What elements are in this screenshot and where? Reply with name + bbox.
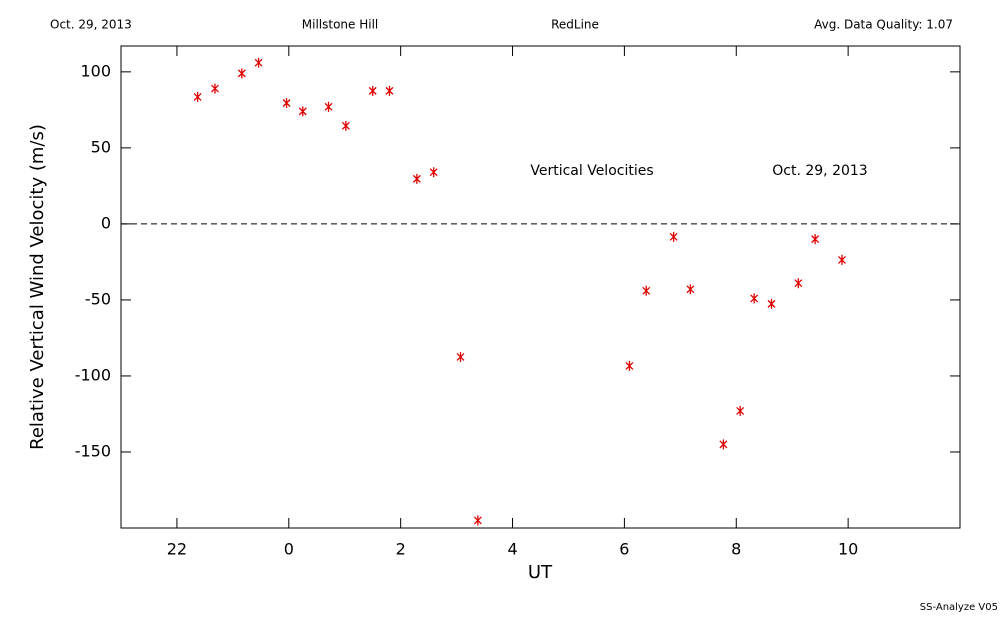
marker <box>341 120 350 131</box>
marker <box>642 285 651 296</box>
x-axis-label: UT <box>528 562 553 583</box>
marker <box>736 405 745 416</box>
marker <box>193 91 202 102</box>
x-tick-label: 6 <box>619 540 629 559</box>
marker <box>750 293 759 304</box>
marker <box>767 298 776 309</box>
annotation: Vertical Velocities <box>530 163 653 179</box>
marker <box>473 515 482 526</box>
marker <box>719 439 728 450</box>
header-site: Millstone Hill <box>302 18 378 32</box>
marker <box>838 254 846 265</box>
marker <box>237 68 246 79</box>
y-tick-label: 0 <box>101 213 111 232</box>
y-axis-label: Relative Vertical Wind Velocity (m/s) <box>27 124 48 450</box>
marker <box>368 85 377 96</box>
x-tick-label: 4 <box>507 540 517 559</box>
x-tick-label: 22 <box>167 540 187 559</box>
marker <box>282 98 291 109</box>
header-line: RedLine <box>551 18 599 32</box>
x-tick-label: 8 <box>731 540 741 559</box>
x-tick-label: 10 <box>838 540 858 559</box>
y-tick-label: 100 <box>80 61 111 80</box>
plot-frame <box>120 45 961 529</box>
marker <box>686 284 695 295</box>
header-date: Oct. 29, 2013 <box>50 18 132 32</box>
y-tick-label: 50 <box>91 137 111 156</box>
marker <box>324 101 333 112</box>
marker <box>211 83 219 94</box>
header-quality: Avg. Data Quality: 1.07 <box>814 18 953 32</box>
annotation: Oct. 29, 2013 <box>772 163 867 179</box>
marker <box>625 360 634 371</box>
marker <box>811 234 820 245</box>
y-tick-label: -50 <box>85 289 111 308</box>
marker <box>385 85 394 96</box>
marker <box>298 106 307 117</box>
footer: SS-Analyze V05 <box>920 602 998 613</box>
x-tick-label: 0 <box>284 540 294 559</box>
y-tick-label: -150 <box>75 441 111 460</box>
marker <box>456 351 465 362</box>
x-tick-label: 2 <box>396 540 406 559</box>
marker <box>669 231 678 242</box>
marker <box>429 167 438 178</box>
marker <box>254 57 263 68</box>
y-tick-label: -100 <box>75 365 111 384</box>
marker <box>794 278 803 289</box>
marker <box>412 173 421 184</box>
